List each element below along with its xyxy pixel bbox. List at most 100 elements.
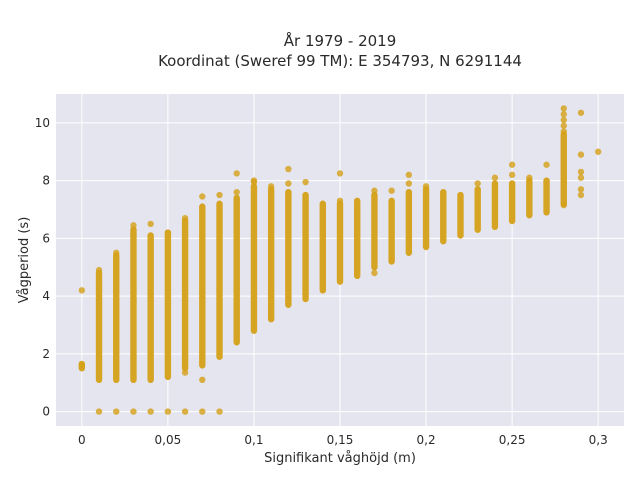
chart-subtitle: Koordinat (Sweref 99 TM): E 354793, N 62… [158, 52, 522, 70]
point-column [508, 180, 516, 225]
data-point [250, 178, 258, 186]
point-column [319, 200, 326, 294]
point-column [354, 197, 361, 280]
point-cluster [164, 229, 172, 381]
point-column [302, 191, 309, 303]
x-tick-label: 0,25 [499, 433, 526, 447]
data-point [474, 180, 481, 187]
data-point [164, 408, 172, 415]
data-point [95, 266, 103, 274]
point-column [526, 177, 533, 219]
point-cluster [113, 252, 120, 384]
point-cluster [543, 177, 550, 216]
data-point [95, 408, 103, 415]
point-cluster [147, 232, 154, 384]
data-point [130, 222, 137, 229]
data-point [181, 408, 189, 415]
data-point [560, 201, 567, 209]
point-cluster [319, 200, 326, 294]
data-point [78, 362, 86, 369]
data-point [577, 191, 585, 199]
point-cluster [95, 269, 103, 384]
x-tick-labels: 0 0,05 0,1 0,15 0,2 0,25 0,3 [78, 433, 608, 447]
x-tick-label: 0 [78, 433, 86, 447]
point-cluster [440, 188, 447, 245]
data-point [233, 188, 240, 196]
data-point [508, 171, 516, 179]
point-cluster [199, 203, 206, 369]
x-tick-label: 0,1 [244, 433, 263, 447]
data-point [491, 174, 499, 181]
data-point [336, 170, 344, 177]
data-point [285, 180, 292, 187]
y-axis-label: Vågperiod (s) [17, 217, 32, 304]
point-column [440, 188, 447, 245]
data-point [199, 193, 206, 200]
point-cluster [216, 200, 223, 360]
point-column [267, 186, 275, 323]
data-point [560, 116, 567, 124]
data-point [147, 408, 154, 415]
point-cluster [508, 180, 516, 225]
data-point [113, 249, 120, 256]
point-column [164, 229, 172, 381]
data-point [285, 165, 292, 173]
data-point [216, 191, 223, 199]
y-tick-label: 8 [42, 174, 50, 188]
point-cluster [336, 200, 344, 285]
point-cluster [233, 194, 240, 346]
data-point [302, 178, 309, 186]
point-column [250, 183, 258, 334]
data-point [577, 174, 585, 181]
data-point [181, 214, 189, 222]
data-point [577, 186, 585, 193]
point-cluster [422, 186, 430, 251]
point-cluster [267, 186, 275, 323]
point-cluster [405, 188, 413, 256]
data-point [560, 122, 567, 129]
point-column [560, 131, 567, 207]
y-tick-label: 4 [42, 289, 50, 303]
data-point [422, 183, 430, 190]
point-column [543, 177, 550, 216]
x-axis-label: Signifikant våghöjd (m) [264, 451, 416, 466]
data-point [233, 170, 240, 177]
data-point [577, 168, 585, 176]
point-column [113, 252, 120, 384]
data-point [181, 369, 189, 376]
point-column [491, 180, 499, 230]
data-point [405, 180, 413, 187]
data-point [113, 408, 120, 415]
data-point [130, 408, 137, 415]
point-cluster [354, 197, 361, 280]
point-column [233, 194, 240, 346]
point-cluster [285, 188, 292, 308]
chart-title: År 1979 - 2019 [284, 31, 397, 50]
data-point [543, 161, 550, 168]
y-tick-label: 0 [42, 405, 50, 419]
y-tick-label: 2 [42, 347, 50, 361]
x-tick-label: 0,05 [155, 433, 182, 447]
data-point [147, 220, 154, 228]
point-column [474, 186, 481, 233]
data-point [267, 183, 275, 190]
data-point [371, 187, 378, 194]
data-point [405, 171, 413, 179]
point-cluster [302, 191, 309, 303]
x-tick-label: 0,2 [417, 433, 436, 447]
x-tick-label: 0,15 [327, 433, 354, 447]
point-column [95, 269, 103, 384]
data-point [78, 287, 86, 294]
y-tick-label: 6 [42, 231, 50, 245]
data-point [594, 148, 602, 155]
data-points [78, 105, 602, 415]
point-cluster [491, 180, 499, 230]
point-cluster [388, 197, 395, 265]
data-point [199, 376, 206, 384]
data-point [526, 174, 533, 181]
data-point [199, 408, 206, 415]
point-cluster [250, 183, 258, 334]
data-point [371, 269, 378, 277]
y-tick-label: 10 [35, 116, 50, 130]
